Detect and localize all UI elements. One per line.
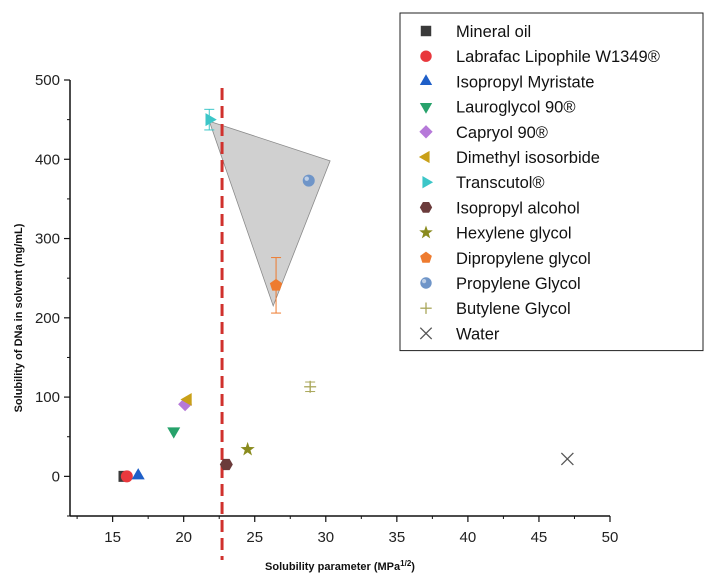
legend-marker bbox=[419, 225, 433, 239]
legend-marker bbox=[420, 25, 432, 37]
legend-item: Isopropyl alcohol bbox=[419, 199, 580, 217]
legend-label: Isopropyl Myristate bbox=[456, 73, 594, 91]
legend-item: Mineral oil bbox=[420, 23, 531, 41]
legend-label: Transcutol® bbox=[456, 174, 545, 192]
x-tick-label: 15 bbox=[104, 529, 121, 546]
legend-item: Dimethyl isosorbide bbox=[418, 149, 600, 167]
legend-item: Dipropylene glycol bbox=[420, 250, 591, 268]
legend-marker bbox=[419, 202, 433, 213]
legend-item: Transcutol® bbox=[422, 174, 545, 192]
legend-label: Hexylene glycol bbox=[456, 225, 572, 243]
legend-label: Labrafac Lipophile W1349® bbox=[456, 48, 660, 66]
x-tick-label: 40 bbox=[460, 529, 477, 546]
legend-label: Water bbox=[456, 325, 500, 343]
x-tick-label: 25 bbox=[246, 529, 263, 546]
legend-label: Mineral oil bbox=[456, 23, 531, 41]
legend-item: Hexylene glycol bbox=[419, 225, 572, 243]
y-tick-label: 100 bbox=[35, 389, 60, 406]
legend-box bbox=[399, 12, 704, 352]
legend-label: Dimethyl isosorbide bbox=[456, 149, 600, 167]
x-tick-label: 45 bbox=[531, 529, 548, 546]
legend-marker bbox=[418, 150, 430, 164]
data-point bbox=[240, 441, 255, 456]
y-tick-label: 200 bbox=[35, 310, 60, 327]
y-axis-label: Solubility of DNa in solvent (mg/mL) bbox=[13, 223, 25, 412]
legend-item: Propylene Glycol bbox=[420, 275, 581, 293]
legend-marker bbox=[420, 302, 432, 314]
legend-marker bbox=[419, 74, 433, 85]
x-axis-label-sup: 1/2 bbox=[400, 559, 412, 568]
x-tick-label: 35 bbox=[388, 529, 405, 546]
legend-item: Butylene Glycol bbox=[420, 300, 571, 318]
legend-marker bbox=[419, 327, 433, 340]
legend-marker bbox=[420, 251, 432, 263]
data-point bbox=[205, 113, 217, 127]
data-point bbox=[560, 452, 574, 466]
data-point bbox=[304, 380, 317, 393]
legend-label: Lauroglycol 90® bbox=[456, 99, 575, 117]
data-point bbox=[302, 174, 315, 187]
legend-label: Isopropyl alcohol bbox=[456, 199, 580, 217]
legend: Mineral oil Labrafac Lipophile W1349® Isop… bbox=[399, 12, 704, 352]
legend-item: Isopropyl Myristate bbox=[419, 73, 594, 91]
x-tick-label: 50 bbox=[602, 529, 619, 546]
plot-area bbox=[118, 88, 574, 560]
legend-marker bbox=[419, 103, 433, 114]
data-point bbox=[219, 458, 233, 471]
data-point bbox=[120, 470, 133, 483]
legend-label: Capryol 90® bbox=[456, 124, 548, 142]
legend-marker bbox=[422, 176, 434, 189]
legend-item: Lauroglycol 90® bbox=[419, 99, 575, 117]
legend-marker bbox=[420, 277, 432, 289]
data-point bbox=[167, 427, 181, 439]
y-tick-label: 0 bbox=[52, 468, 60, 485]
x-tick-label: 30 bbox=[317, 529, 334, 546]
x-axis-label-end: ) bbox=[411, 561, 415, 573]
legend-label: Butylene Glycol bbox=[456, 300, 571, 318]
data-point bbox=[180, 392, 192, 406]
x-tick-label: 20 bbox=[175, 529, 192, 546]
y-tick-label: 300 bbox=[35, 231, 60, 248]
data-point bbox=[131, 468, 145, 480]
legend-item: Labrafac Lipophile W1349® bbox=[420, 48, 660, 66]
legend-label: Dipropylene glycol bbox=[456, 250, 591, 268]
legend-marker bbox=[420, 50, 432, 62]
legend-label: Propylene Glycol bbox=[456, 275, 581, 293]
data-point bbox=[269, 278, 283, 291]
x-axis-label: Solubility parameter (MPa1/2) bbox=[265, 559, 415, 574]
y-tick-label: 400 bbox=[35, 151, 60, 168]
x-axis-label-main: Solubility parameter (MPa bbox=[265, 561, 401, 573]
y-tick-label: 500 bbox=[35, 72, 60, 89]
shaded-region bbox=[208, 120, 331, 308]
legend-item: Water bbox=[419, 325, 500, 343]
